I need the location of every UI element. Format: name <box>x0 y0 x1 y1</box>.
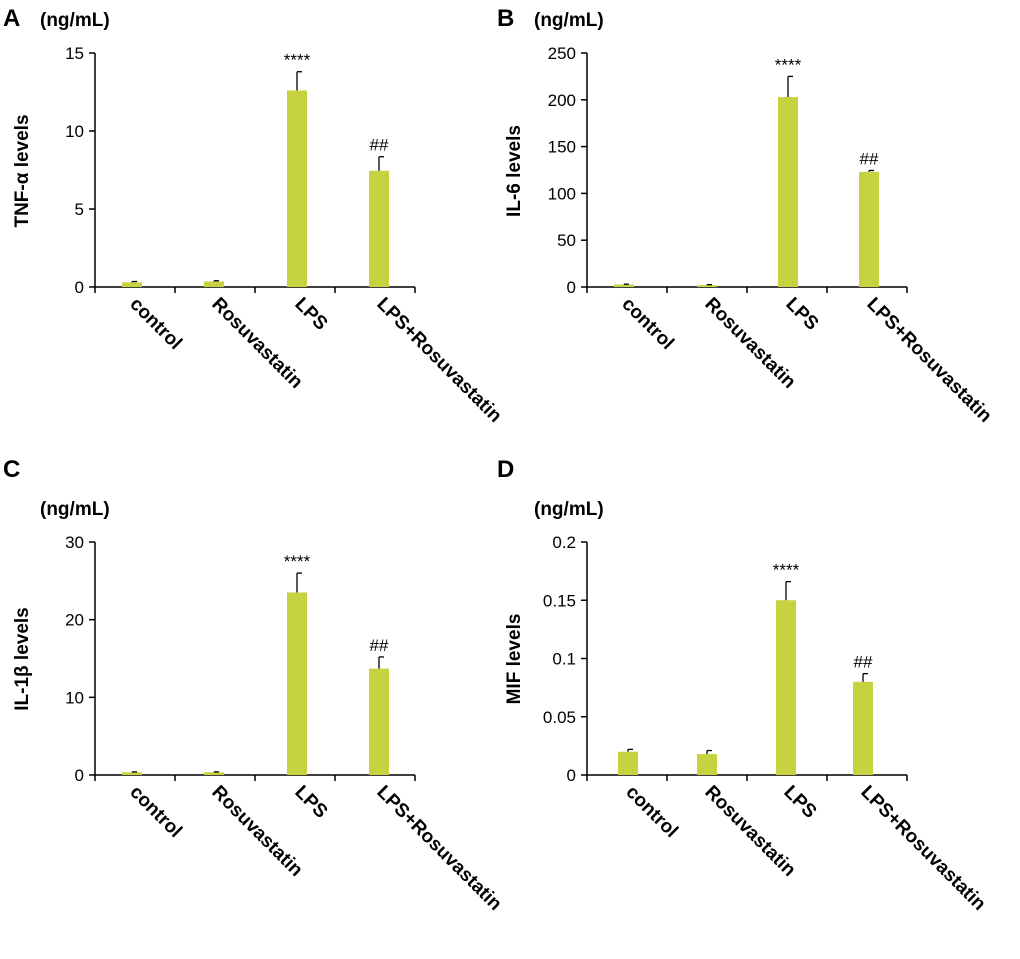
x-category-label: LPS <box>781 294 822 335</box>
x-category-label: LPS <box>290 782 331 823</box>
x-category-label: LPS+Rosuvastatin <box>862 294 995 427</box>
bar-control <box>122 772 142 775</box>
panel-letter: A <box>3 5 20 32</box>
significance-label: ## <box>370 136 389 155</box>
significance-label: **** <box>775 55 802 74</box>
bar-lps <box>776 600 796 775</box>
y-tick-label: 0 <box>567 766 576 785</box>
y-tick-label: 0.15 <box>543 591 576 610</box>
y-tick-label: 10 <box>65 688 84 707</box>
panel-letter: C <box>3 456 20 483</box>
y-tick-label: 30 <box>65 533 84 552</box>
bar-lps-rosuvastatin <box>369 170 389 287</box>
y-tick-label: 20 <box>65 611 84 630</box>
y-tick-label: 250 <box>548 44 576 63</box>
y-tick-label: 5 <box>75 200 84 219</box>
y-tick-label: 100 <box>548 184 576 203</box>
x-category-label: control <box>125 782 185 842</box>
x-category-label: LPS+Rosuvastatin <box>372 782 505 915</box>
y-tick-label: 0.1 <box>552 650 576 669</box>
bar-lps-rosuvastatin <box>859 171 879 287</box>
x-category-label: control <box>617 294 677 354</box>
significance-label: ## <box>370 636 389 655</box>
y-tick-label: 50 <box>557 231 576 250</box>
bar-lps-rosuvastatin <box>853 681 873 775</box>
x-category-label: LPS+Rosuvastatin <box>856 782 989 915</box>
y-axis-label: IL-6 levels <box>504 125 525 217</box>
y-axis-label: MIF levels <box>504 614 525 705</box>
panel-b-il-6: B (ng/mL) IL-6 levels 0 50 100 150 200 250 con… <box>497 5 996 427</box>
significance-label: **** <box>284 552 311 571</box>
bar-rosuvastatin <box>204 281 224 287</box>
x-category-label: LPS <box>779 782 820 823</box>
bar-lps <box>778 96 798 287</box>
panel-d-mif: D (ng/mL) MIF levels 0 0.05 0.1 0.15 0.2 cont… <box>497 456 990 915</box>
y-tick-label: 10 <box>65 122 84 141</box>
significance-label: **** <box>773 561 800 580</box>
significance-label: ## <box>860 149 879 168</box>
x-category-label: control <box>621 782 681 842</box>
panel-letter: D <box>497 456 514 483</box>
x-category-label: LPS+Rosuvastatin <box>372 294 505 427</box>
unit-label: (ng/mL) <box>534 499 604 520</box>
y-tick-label: 0.05 <box>543 708 576 727</box>
bar-control <box>618 751 638 775</box>
bar-lps-rosuvastatin <box>369 668 389 775</box>
bar-rosuvastatin <box>204 772 224 775</box>
bar-lps <box>287 90 307 287</box>
unit-label: (ng/mL) <box>40 499 110 520</box>
y-axis-label: TNF-α levels <box>12 114 33 227</box>
bar-control <box>614 284 634 287</box>
y-tick-label: 0.2 <box>552 533 576 552</box>
unit-label: (ng/mL) <box>40 10 110 31</box>
bar-lps <box>287 592 307 775</box>
y-tick-label: 0 <box>567 278 576 297</box>
x-category-label: LPS <box>290 294 331 335</box>
bar-control <box>122 282 142 287</box>
panel-letter: B <box>497 5 514 32</box>
y-tick-label: 15 <box>65 44 84 63</box>
significance-label: ## <box>854 653 873 672</box>
x-category-label: control <box>125 294 185 354</box>
y-axis-label: IL-1β levels <box>12 607 33 710</box>
significance-label: **** <box>284 51 311 70</box>
y-tick-label: 150 <box>548 138 576 157</box>
bar-rosuvastatin <box>697 754 717 775</box>
unit-label: (ng/mL) <box>534 10 604 31</box>
y-tick-label: 0 <box>75 278 84 297</box>
bar-rosuvastatin <box>697 285 717 287</box>
y-tick-label: 200 <box>548 91 576 110</box>
y-tick-label: 0 <box>75 766 84 785</box>
